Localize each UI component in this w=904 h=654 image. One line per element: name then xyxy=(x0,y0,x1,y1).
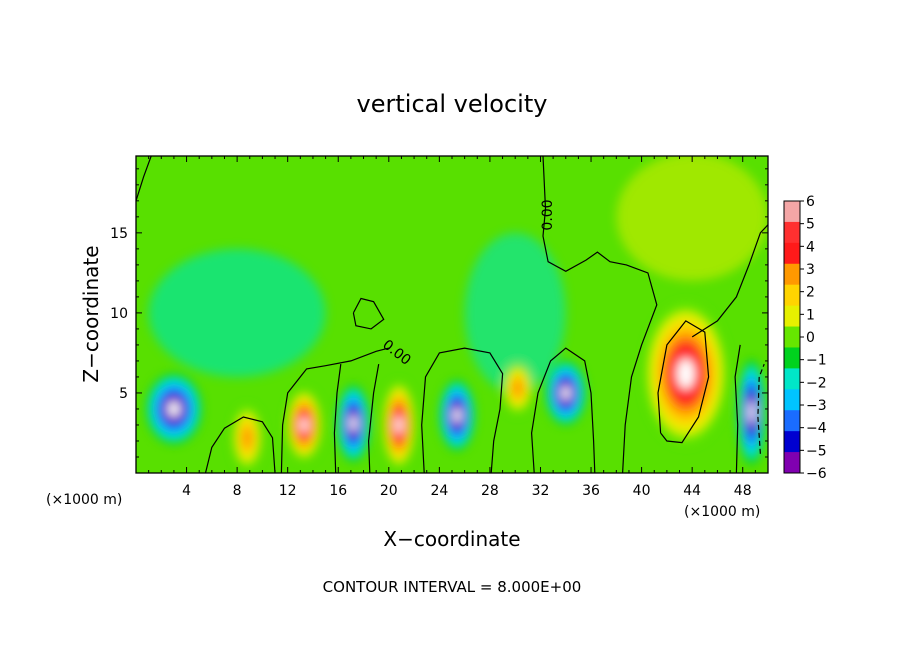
colorbar-label: −6 xyxy=(806,466,827,482)
y-tick-label: 15 xyxy=(110,226,128,242)
y-tick-label: 10 xyxy=(110,306,128,322)
y-axis-ticks: 5 10 15 xyxy=(110,168,768,458)
x-tick-label: 48 xyxy=(734,483,752,499)
x-tick-label: 12 xyxy=(279,483,297,499)
zero-contour-line xyxy=(421,347,504,473)
x-tick-label: 24 xyxy=(430,483,448,499)
colorbar-label: 3 xyxy=(806,262,815,278)
colorbar-swatch xyxy=(784,389,800,411)
zero-contour-line xyxy=(657,320,710,444)
zero-contour-line xyxy=(280,347,389,473)
negative-contour-line xyxy=(757,363,765,454)
zero-contour-line xyxy=(136,156,152,201)
colorbar-swatch xyxy=(784,431,800,453)
updraft-core xyxy=(300,417,308,433)
downdraft-core xyxy=(561,386,571,400)
contour-interval-note: CONTOUR INTERVAL = 8.000E+00 xyxy=(323,578,582,596)
colorbar-label: 0 xyxy=(806,330,815,346)
colorbar-swatch xyxy=(784,452,800,474)
colorbar-label: −4 xyxy=(806,421,827,437)
updraft-core xyxy=(241,426,253,449)
colorbar-swatch xyxy=(784,305,800,328)
colorbar-swatch xyxy=(784,284,800,307)
colorbar-swatch xyxy=(784,201,800,223)
colorbar-label: 4 xyxy=(806,239,815,255)
colorbar: 6 5 4 3 2 1 0 −1 −2 −3 −4 −5 −6 xyxy=(783,194,827,482)
x-tick-label: 36 xyxy=(582,483,600,499)
x-tick-label: 16 xyxy=(329,483,347,499)
x-tick-label: 28 xyxy=(481,483,499,499)
x-tick-label: 20 xyxy=(380,483,398,499)
downdraft-core xyxy=(168,401,180,417)
zero-contour-line xyxy=(367,363,380,473)
zero-contour-line xyxy=(204,416,276,473)
colorbar-swatch xyxy=(784,347,800,369)
velocity-field xyxy=(136,156,768,473)
colorbar-label: −1 xyxy=(806,353,827,369)
weak-downdraft-region xyxy=(148,248,326,377)
downdraft-core xyxy=(349,415,357,432)
colorbar-label: −3 xyxy=(806,398,827,414)
zero-contour-line xyxy=(333,364,342,473)
zero-contour-line xyxy=(530,347,596,473)
zero-contour-line xyxy=(542,156,658,473)
zero-contour-line xyxy=(734,344,741,473)
colorbar-swatch xyxy=(784,263,800,286)
x-tick-label: 4 xyxy=(182,483,191,499)
x-tick-label: 32 xyxy=(532,483,550,499)
x-tick-label: 40 xyxy=(633,483,651,499)
colorbar-label: 1 xyxy=(806,307,815,323)
zero-contour-line xyxy=(352,297,385,330)
contour-label: 0.00 xyxy=(540,199,556,230)
x-axis-label: X−coordinate xyxy=(383,527,520,551)
chart-title: vertical velocity xyxy=(357,90,548,118)
x-unit-left: (×1000 m) xyxy=(46,492,122,508)
updraft-core xyxy=(395,415,403,435)
colorbar-swatch xyxy=(784,326,800,348)
colorbar-swatch xyxy=(784,242,800,265)
weak-updraft-region xyxy=(616,156,768,281)
colorbar-label: −2 xyxy=(806,375,827,391)
x-tick-label: 8 xyxy=(233,483,242,499)
x-unit-right: (×1000 m) xyxy=(684,504,760,520)
colorbar-label: 6 xyxy=(806,194,815,210)
x-axis-ticks: 4 8 12 16 20 24 28 32 36 40 44 48 xyxy=(148,156,756,499)
colorbar-swatch xyxy=(784,368,800,390)
colorbar-label: 5 xyxy=(806,217,815,233)
x-tick-label: 44 xyxy=(683,483,701,499)
downdraft-core xyxy=(748,401,755,424)
zero-contours xyxy=(136,156,768,473)
y-axis-label: Z−coordinate xyxy=(79,245,103,382)
y-tick-label: 5 xyxy=(119,386,128,402)
colorbar-label: 2 xyxy=(806,285,815,301)
zero-contour-line xyxy=(691,224,768,338)
updraft-core xyxy=(512,379,524,398)
colorbar-swatch xyxy=(784,221,800,244)
updraft-core xyxy=(677,358,695,389)
colorbar-label: −5 xyxy=(806,443,827,459)
downdraft-core xyxy=(453,407,461,423)
colorbar-swatch xyxy=(784,410,800,432)
